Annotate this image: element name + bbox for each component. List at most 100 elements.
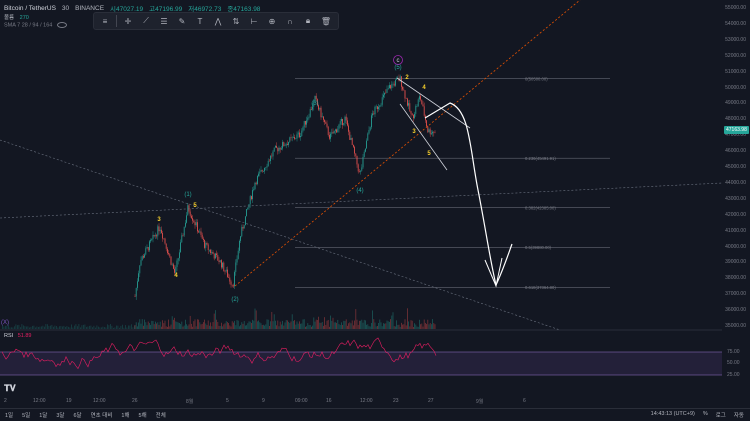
volume-bar bbox=[399, 326, 401, 329]
percent-toggle[interactable]: % bbox=[702, 411, 708, 417]
wave-label[interactable]: 4 bbox=[174, 273, 178, 279]
wave-label[interactable]: c bbox=[397, 58, 400, 64]
zoom-icon[interactable]: ⊕ bbox=[268, 16, 276, 26]
candle-body bbox=[180, 242, 181, 253]
candle-body bbox=[260, 170, 262, 172]
candle-body bbox=[354, 146, 355, 154]
wave-label[interactable]: 5 bbox=[427, 151, 431, 157]
candle-body bbox=[416, 105, 418, 107]
forecast-path[interactable] bbox=[424, 102, 513, 287]
volume-bar bbox=[266, 319, 268, 329]
price-tick: 51000.00 bbox=[725, 68, 746, 75]
wave-label[interactable]: (4) bbox=[356, 188, 363, 194]
fib-icon[interactable]: ☰ bbox=[160, 16, 168, 26]
candle-body bbox=[206, 242, 208, 245]
time-tick: 26 bbox=[132, 398, 138, 404]
wedge-upper[interactable] bbox=[396, 77, 471, 129]
log-toggle[interactable]: 로그 bbox=[715, 413, 726, 419]
volume-legend[interactable]: 볼륨 270 bbox=[4, 13, 29, 21]
candle-body bbox=[240, 236, 241, 241]
wave-label[interactable]: 2 bbox=[405, 75, 409, 81]
volume-bar bbox=[237, 320, 239, 329]
crosshair-icon[interactable]: ✛ bbox=[124, 16, 132, 26]
trend-line-gray[interactable] bbox=[0, 182, 723, 219]
candle-body bbox=[257, 176, 258, 184]
volume-bar bbox=[337, 319, 339, 329]
candle-body bbox=[199, 231, 201, 233]
wave-label[interactable]: 5 bbox=[193, 203, 197, 209]
text-icon[interactable]: T bbox=[197, 16, 203, 26]
wave-label[interactable]: 4 bbox=[422, 85, 426, 91]
candle-body bbox=[207, 244, 209, 251]
range-1y[interactable]: 1해 bbox=[121, 413, 130, 419]
range-3m[interactable]: 3달 bbox=[56, 413, 65, 419]
wave-label[interactable]: (1) bbox=[184, 192, 191, 198]
range-5d[interactable]: 5일 bbox=[22, 413, 31, 419]
interval[interactable]: 30 bbox=[61, 4, 70, 12]
wave-c-circle[interactable] bbox=[393, 55, 403, 65]
menu-icon[interactable]: ≡ bbox=[102, 16, 108, 26]
wave-label[interactable]: (2) bbox=[231, 297, 238, 303]
symbol-name[interactable]: Bitcoin / TetherUS bbox=[4, 4, 56, 12]
price-tick: 44000.00 bbox=[725, 179, 746, 186]
trend-line-orange[interactable] bbox=[234, 0, 581, 287]
volume-bar bbox=[48, 325, 50, 329]
candle-body bbox=[338, 124, 340, 129]
symbol-legend[interactable]: Bitcoin / TetherUS 30 BINANCE 시47027.19 … bbox=[4, 3, 260, 14]
rsi-legend[interactable]: RSI 51.89 bbox=[4, 333, 31, 339]
pattern-icon[interactable]: ⋀ bbox=[214, 16, 222, 26]
trend-line-gray-2[interactable] bbox=[0, 139, 561, 331]
range-1m[interactable]: 1달 bbox=[39, 413, 48, 419]
candle-body bbox=[253, 188, 255, 191]
volume-bar bbox=[135, 322, 137, 329]
volume-bar bbox=[203, 322, 204, 329]
chart-header: Bitcoin / TetherUS 30 BINANCE 시47027.19 … bbox=[0, 0, 750, 40]
auto-toggle[interactable]: 자동 bbox=[733, 413, 744, 419]
brush-icon[interactable]: ✎ bbox=[178, 16, 186, 26]
candle-body bbox=[164, 238, 166, 244]
range-all[interactable]: 전체 bbox=[155, 413, 166, 419]
volume-bar bbox=[351, 320, 353, 329]
volume-bar bbox=[204, 319, 205, 329]
volume-bar bbox=[421, 323, 423, 329]
volume-bar bbox=[231, 321, 233, 329]
wave-label[interactable]: 3 bbox=[157, 217, 161, 223]
elliott-wave-labels[interactable]: (1) (3) (5) (4) (2) 3 4 5 2 3 4 5 c (X) bbox=[1, 58, 431, 326]
wave-label[interactable]: (5) bbox=[394, 65, 401, 71]
wave-label[interactable]: (X) bbox=[1, 320, 9, 326]
trend-line-icon[interactable]: ⟋ bbox=[143, 16, 149, 25]
candle-body bbox=[151, 238, 153, 241]
candle-body bbox=[170, 256, 172, 265]
magnet-icon[interactable]: ∩ bbox=[287, 16, 293, 26]
prediction-icon[interactable]: ⇅ bbox=[232, 16, 240, 26]
price-axis[interactable]: 55000.00 54000.00 53000.00 52000.00 51000.00… bbox=[722, 0, 750, 400]
measure-icon[interactable]: ⊢ bbox=[250, 16, 258, 26]
tradingview-logo[interactable]: 𝐓𝐕 bbox=[4, 383, 16, 393]
range-6m[interactable]: 6달 bbox=[73, 413, 82, 419]
candle-body bbox=[307, 117, 309, 121]
eye-icon[interactable] bbox=[56, 22, 67, 28]
volume-bar bbox=[229, 325, 231, 329]
wave-label[interactable]: 3 bbox=[412, 129, 416, 135]
range-1d[interactable]: 1일 bbox=[5, 413, 14, 419]
wedge-lower[interactable] bbox=[399, 103, 448, 171]
clock[interactable]: 14:43:13 (UTC+9) bbox=[650, 411, 695, 417]
fib-retracement[interactable]: 0(50500.00) 0.236(45491.91) 0.382(42385.00… bbox=[295, 76, 610, 290]
candle-body bbox=[413, 115, 414, 119]
sma-legend[interactable]: SMA 7 28 / 94 / 164 bbox=[4, 22, 67, 28]
range-ytd[interactable]: 연초 대비 bbox=[90, 413, 113, 419]
volume-bar bbox=[355, 309, 357, 329]
volume-bar bbox=[258, 320, 259, 329]
price-tick: 53000.00 bbox=[725, 36, 746, 43]
volume-bar bbox=[89, 325, 90, 329]
time-axis[interactable]: 2 12:00 19 12:00 26 8월 5 9 09:00 16 12:00 23 27 9월 6 bbox=[0, 398, 722, 406]
candle-body bbox=[288, 142, 289, 146]
range-5y[interactable]: 5해 bbox=[138, 413, 147, 419]
wave-label[interactable]: (3) bbox=[311, 101, 318, 107]
lock-icon[interactable]: 🔒︎ bbox=[305, 16, 311, 25]
volume-bar bbox=[207, 320, 209, 329]
trash-icon[interactable]: 🗑︎ bbox=[320, 16, 332, 26]
rsi-tick-75: 75.00 bbox=[727, 349, 740, 355]
volume-bar bbox=[386, 320, 388, 329]
